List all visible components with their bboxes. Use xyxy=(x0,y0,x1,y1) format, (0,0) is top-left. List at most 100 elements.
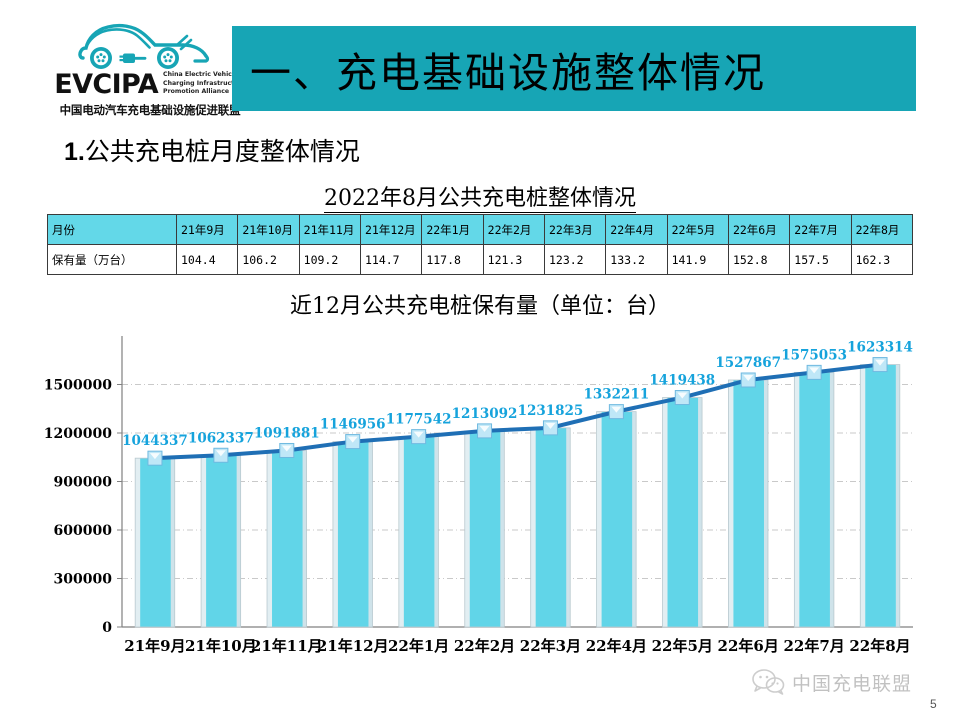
bar xyxy=(398,436,439,628)
bar xyxy=(793,371,835,628)
y-axis-label: 1500000 xyxy=(44,378,112,394)
data-label: 1419438 xyxy=(649,373,715,389)
data-point-marker xyxy=(477,423,493,439)
table-cell-value: 157.5 xyxy=(789,244,852,275)
logo-english-tagline: China Electric Vehicle Charging Infrastr… xyxy=(163,71,246,98)
bar xyxy=(596,411,637,628)
data-point-marker xyxy=(542,420,558,436)
table-col-header: 21年9月 xyxy=(175,214,239,245)
table-cell-value: 141.9 xyxy=(666,244,729,275)
table-col-header: 22年7月 xyxy=(789,214,852,245)
data-label: 1623314 xyxy=(847,340,913,356)
x-axis-label: 22年7月 xyxy=(783,637,844,655)
logo-english-line-1: China Electric Vehicle xyxy=(163,71,239,79)
bar xyxy=(662,397,703,628)
bar xyxy=(200,454,242,628)
x-axis-label: 22年2月 xyxy=(454,637,515,655)
x-axis-label: 21年10月 xyxy=(185,637,257,655)
table-col-header: 21年10月 xyxy=(237,214,300,245)
table-caption-text: 2022年8月公共充电桩整体情况 xyxy=(324,186,636,213)
chart-title: 近12月公共充电桩保有量（单位：台） xyxy=(290,294,670,319)
table-col-header: 22年8月 xyxy=(850,214,914,245)
data-point-marker xyxy=(147,450,163,466)
section-number: 1. xyxy=(64,138,85,166)
data-label: 1091881 xyxy=(254,425,320,441)
data-label: 1146956 xyxy=(320,417,386,433)
watermark-text: 中国充电联盟 xyxy=(792,672,913,695)
wechat-icon xyxy=(752,669,785,695)
data-point-marker xyxy=(608,404,624,420)
data-point-marker xyxy=(213,447,229,463)
table-cell-value: 121.3 xyxy=(482,244,545,275)
logo-chinese-name: 中国电动汽车充电基础设施促进联盟 xyxy=(59,103,241,117)
data-label: 1177542 xyxy=(386,412,452,428)
x-axis-label: 22年1月 xyxy=(388,637,449,655)
bar xyxy=(859,364,901,628)
data-point-marker xyxy=(872,357,888,373)
table-col-header: 22年5月 xyxy=(666,214,729,245)
x-axis-label: 22年5月 xyxy=(652,637,713,655)
table-row: 保有量（万台） 104.4 106.2 109.2 114.7 117.8 121.3 12… xyxy=(47,244,914,275)
data-label: 1527867 xyxy=(715,355,781,371)
table-col-header: 21年12月 xyxy=(359,214,423,245)
table-col-header: 22年1月 xyxy=(421,214,484,245)
data-label: 1231825 xyxy=(518,403,584,419)
data-label: 1062337 xyxy=(188,430,254,446)
table-caption: 2022年8月公共充电桩整体情况 xyxy=(0,180,960,213)
data-point-marker xyxy=(806,364,822,380)
logo-wordmark: EVCIPA xyxy=(54,69,159,100)
bar xyxy=(530,427,571,628)
page-number: 5 xyxy=(930,697,937,711)
bar xyxy=(134,457,176,628)
watermark: 中国充电联盟 xyxy=(752,668,912,696)
public-charging-pile-chart: 0 300000 600000 900000 1200000 1500000 1044337… xyxy=(20,322,940,672)
evcipa-logo: EVCIPA China Electric Vehicle Charging I… xyxy=(54,18,246,118)
x-axis-label: 21年12月 xyxy=(317,637,389,655)
page-title: 一、充电基础设施整体情况 xyxy=(250,48,766,97)
data-label: 1332211 xyxy=(583,387,649,403)
data-point-marker xyxy=(345,434,361,450)
y-axis-label: 600000 xyxy=(54,523,113,539)
logo-english-line-3: Promotion Alliance xyxy=(163,87,230,95)
data-point-marker xyxy=(279,442,295,458)
table-header-row: 月份 21年9月 21年10月 21年11月 21年12月 22年1月 22年2月 22年3… xyxy=(47,214,914,245)
y-axis-label: 0 xyxy=(102,620,112,636)
data-point-marker xyxy=(740,372,756,388)
bar xyxy=(266,450,307,628)
bar xyxy=(332,441,373,628)
trend-line xyxy=(152,362,883,461)
monthly-stock-table: 月份 21年9月 21年10月 21年11月 21年12月 22年1月 22年2月 22年3… xyxy=(47,214,914,275)
bar xyxy=(464,430,505,628)
chart-canvas: 0 300000 600000 900000 1200000 1500000 1044337… xyxy=(44,336,913,655)
table-col-header: 21年11月 xyxy=(298,214,361,245)
data-label: 1575053 xyxy=(781,347,847,363)
y-axis-label: 1200000 xyxy=(44,426,112,442)
table-cell-value: 109.2 xyxy=(298,244,361,275)
table-col-header: 22年3月 xyxy=(543,214,607,245)
logo-english-line-2: Charging Infrastructure xyxy=(163,79,246,87)
bar xyxy=(728,379,769,628)
x-axis-label: 21年11月 xyxy=(251,637,323,655)
data-point-marker xyxy=(674,390,690,406)
x-axis-label: 22年3月 xyxy=(520,637,581,655)
slide-title-band: 一、充电基础设施整体情况 xyxy=(232,26,916,111)
x-axis-label: 22年4月 xyxy=(586,637,647,655)
table-cell-value: 104.4 xyxy=(175,244,239,275)
table-cell-value: 123.2 xyxy=(543,244,607,275)
table-row-label: 保有量（万台） xyxy=(47,244,177,275)
table-cell-value: 114.7 xyxy=(359,244,423,275)
y-axis-label: 300000 xyxy=(54,572,113,588)
slide-header: EVCIPA China Electric Vehicle Charging I… xyxy=(0,0,960,122)
ev-car-plug-icon xyxy=(78,23,210,69)
data-label: 1213092 xyxy=(452,406,518,422)
table-col-header: 22年6月 xyxy=(727,214,791,245)
section-heading-text: 公共充电桩月度整体情况 xyxy=(84,137,360,166)
table-cell-value: 106.2 xyxy=(237,244,300,275)
table-cell-value: 162.3 xyxy=(850,244,914,275)
x-axis-label: 22年6月 xyxy=(718,637,779,655)
table-cell-value: 133.2 xyxy=(605,244,668,275)
table-col-header: 22年2月 xyxy=(482,214,545,245)
x-axis-label: 21年9月 xyxy=(124,637,185,655)
table-col-header: 22年4月 xyxy=(605,214,668,245)
data-label: 1044337 xyxy=(122,433,188,449)
